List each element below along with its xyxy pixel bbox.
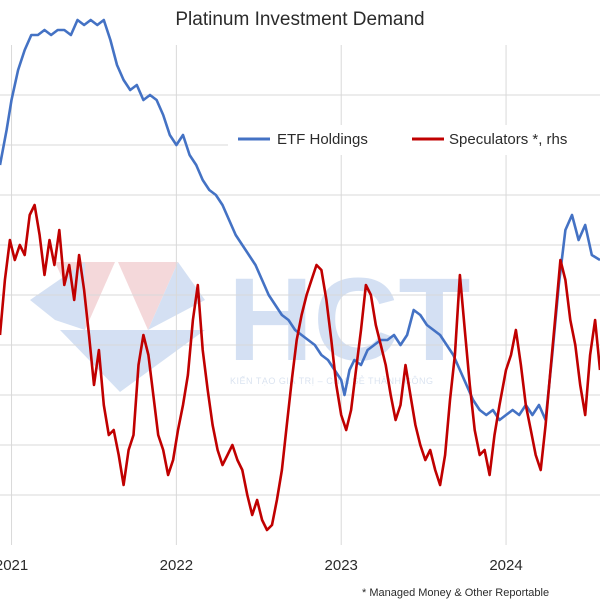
legend-label-speculators: Speculators *, rhs bbox=[449, 131, 567, 148]
x-tick-label-2023: 2023 bbox=[325, 557, 358, 574]
watermark-diamond-red-right bbox=[118, 262, 178, 330]
legend: ETF Holdings Speculators *, rhs bbox=[228, 125, 600, 155]
x-tick-label-2022: 2022 bbox=[160, 557, 193, 574]
watermark-diamond-blue-bottom bbox=[60, 330, 205, 392]
chart-title: Platinum Investment Demand bbox=[175, 9, 424, 30]
x-tick-label-2024: 2024 bbox=[489, 557, 522, 574]
x-tick-label-2021: 2021 bbox=[0, 557, 28, 574]
gridlines bbox=[0, 45, 600, 545]
footnote: * Managed Money & Other Reportable bbox=[362, 587, 549, 599]
series-line-speculators bbox=[0, 203, 600, 532]
footnote-background bbox=[355, 580, 600, 600]
watermark-tagline: KIẾN TẠO GIÁ TRỊ – CHIA SẺ THÀNH CÔNG bbox=[230, 375, 434, 386]
legend-label-etf-holdings: ETF Holdings bbox=[277, 131, 368, 148]
x-axis-ticks: 2021 2022 2023 2024 bbox=[0, 557, 523, 574]
series-lines bbox=[0, 18, 600, 532]
watermark-logo-text: HCT bbox=[228, 254, 471, 386]
